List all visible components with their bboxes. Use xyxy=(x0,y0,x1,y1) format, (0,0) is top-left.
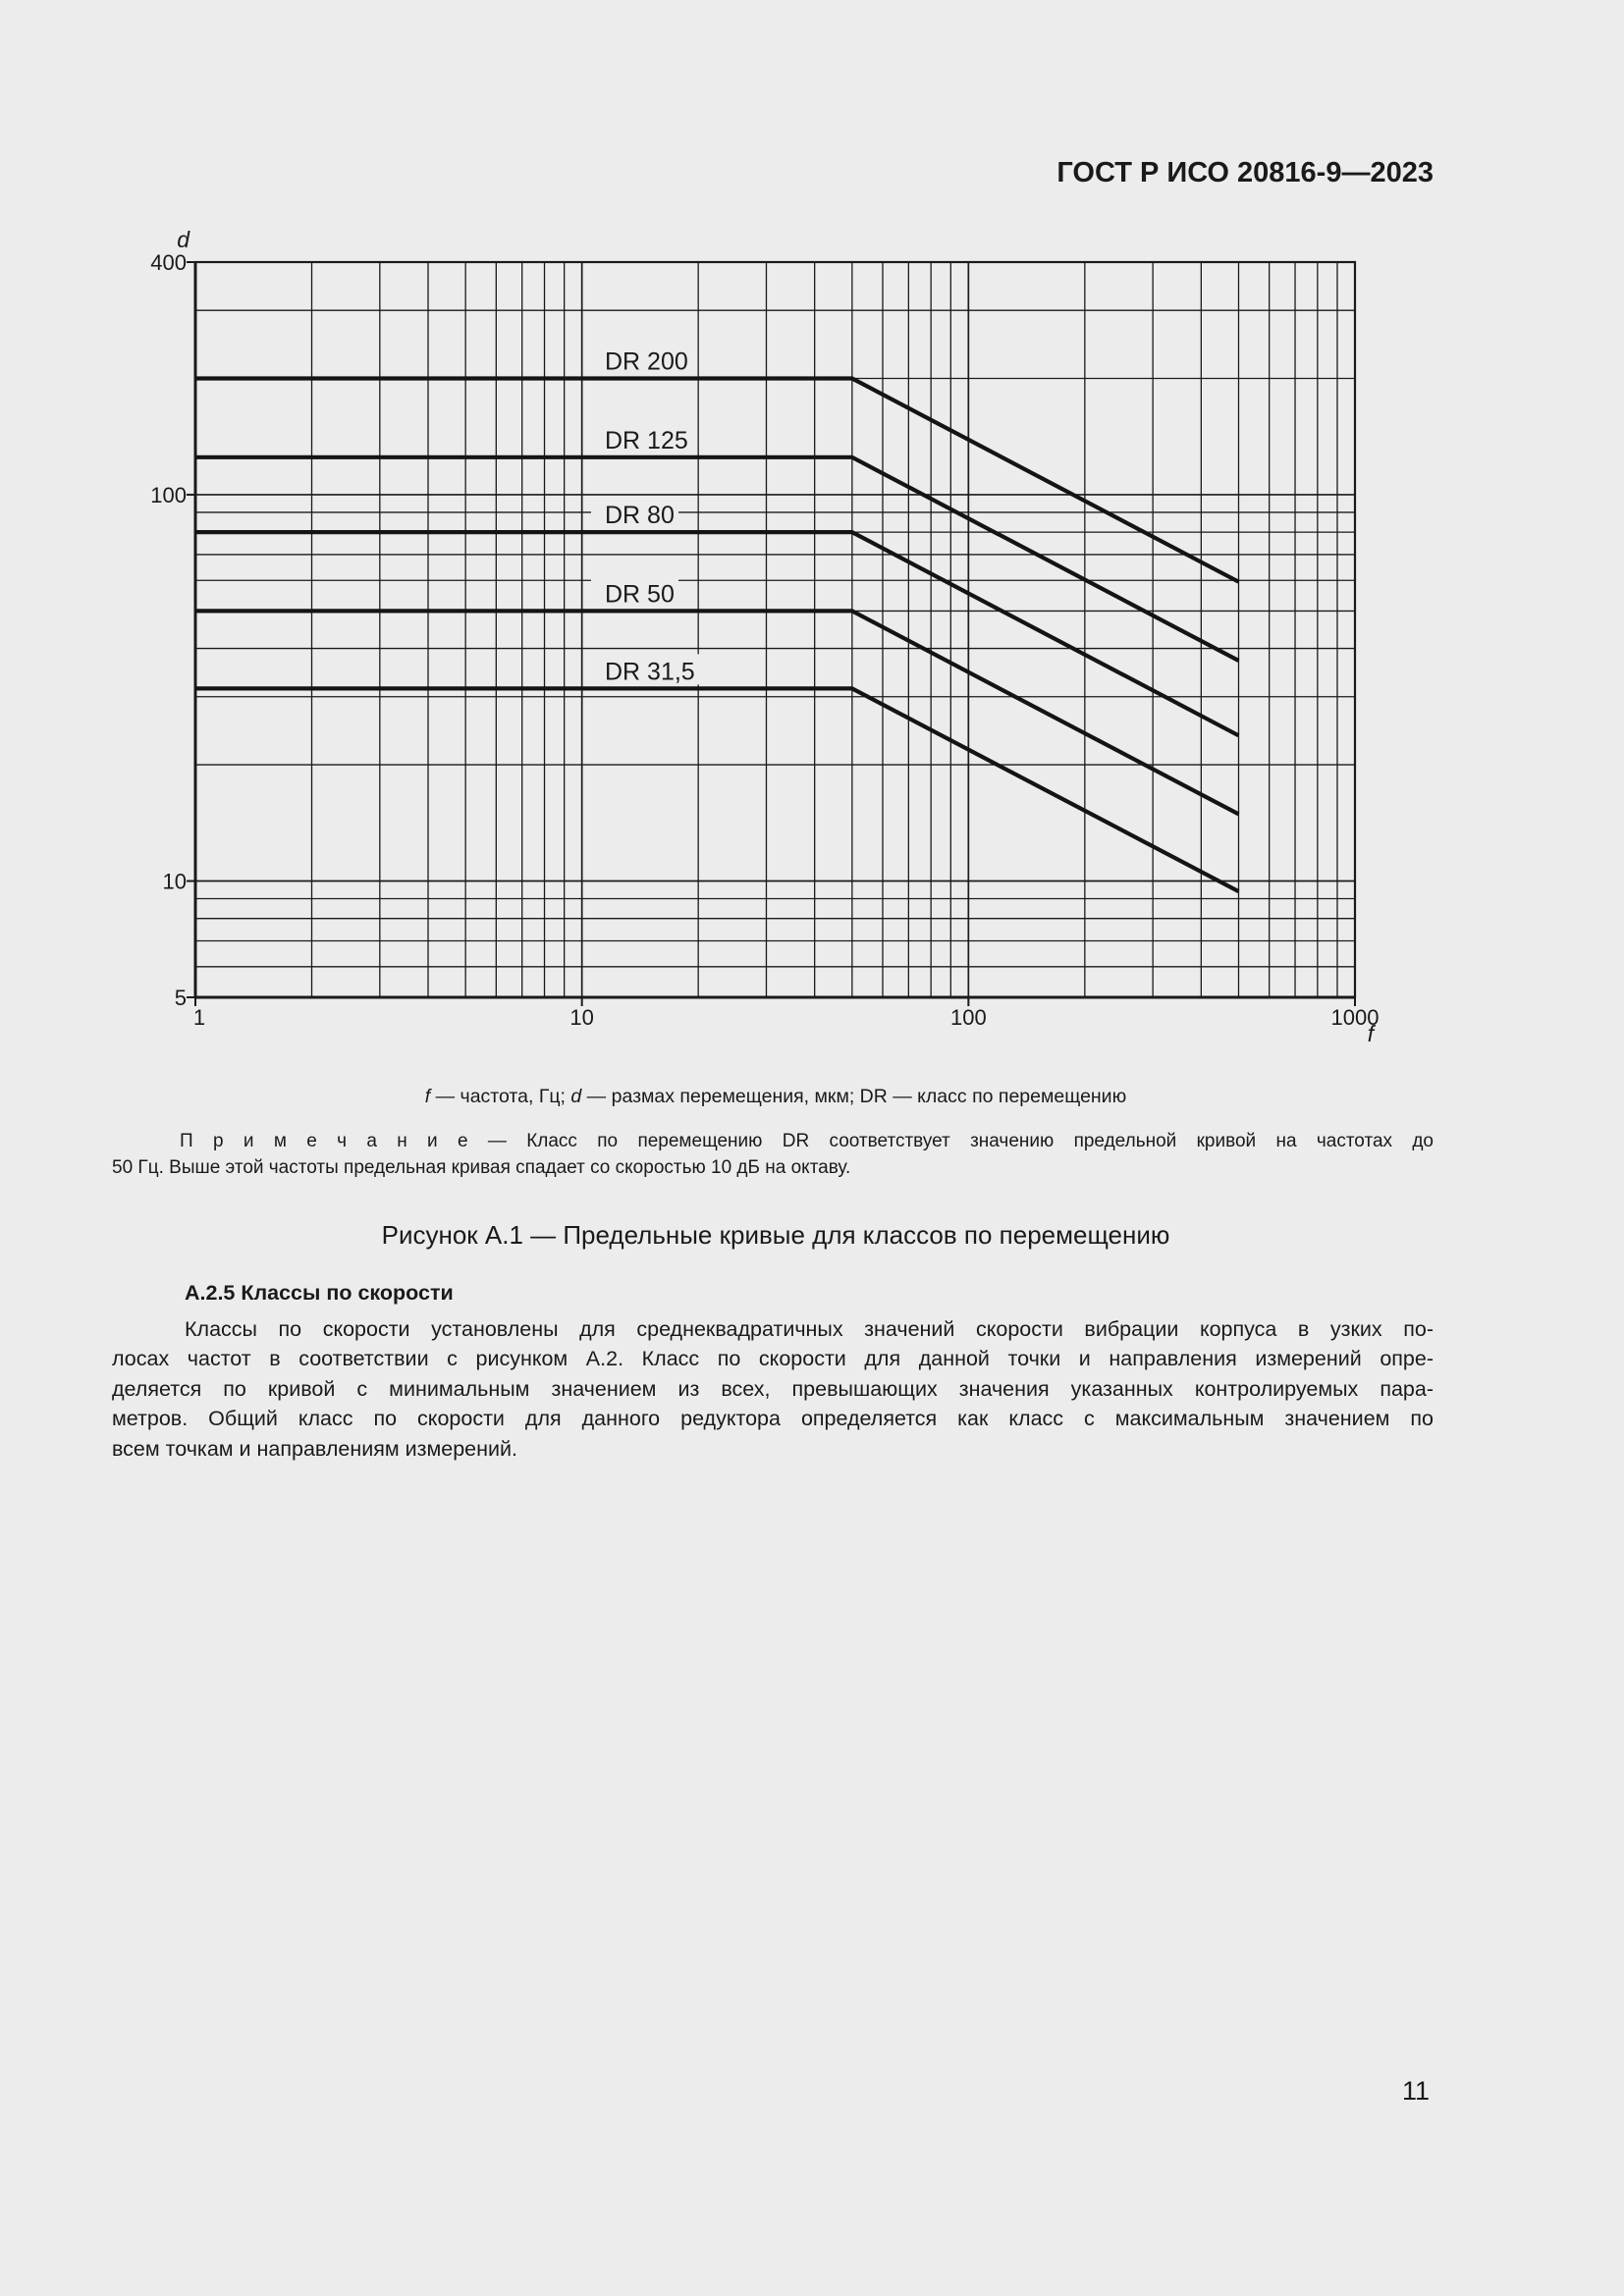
y-tick-label: 5 xyxy=(175,986,187,1010)
curve-dr-200 xyxy=(195,376,1240,584)
section-heading: А.2.5 Классы по скорости xyxy=(185,1281,454,1305)
y-axis-title: d xyxy=(177,227,190,252)
caption-text: — частота, Гц; xyxy=(430,1086,571,1107)
text-line: П р и м е ч а н и е — Класс по перемещен… xyxy=(180,1131,1434,1151)
limit-curves xyxy=(195,376,1240,893)
curve-label-box xyxy=(591,654,706,685)
text-line: деляется по кривой с минимальным значени… xyxy=(112,1376,1434,1401)
x-axis-title: f xyxy=(1368,1021,1377,1046)
caption-text: — размах перемещения, мкм; DR — класс по… xyxy=(581,1086,1127,1107)
curve-labels: DR 200 DR 125 DR 80 DR 50 DR 31,5 xyxy=(591,344,706,685)
note-block: П р и м е ч а н и е — Класс по перемещен… xyxy=(112,1129,1434,1181)
x-tick-label: 100 xyxy=(950,1005,987,1030)
text-line: лосах частот в соответствии с рисунком А… xyxy=(112,1347,1434,1371)
document-header: ГОСТ Р ИСО 20816-9—2023 xyxy=(1056,157,1434,188)
curve-label: DR 50 xyxy=(605,580,675,608)
x-tick-label: 10 xyxy=(569,1005,593,1030)
y-tick-label: 10 xyxy=(163,870,187,894)
variable-symbol: d xyxy=(570,1086,582,1107)
text-line: метров. Общий класс по скорости для данн… xyxy=(112,1407,1434,1431)
curve-label-box xyxy=(591,422,692,454)
curve-dr-80 xyxy=(195,529,1240,738)
axis-caption: f — частота, Гц; d — размах перемещения,… xyxy=(118,1084,1434,1109)
curve-label: DR 31,5 xyxy=(605,658,695,685)
plot-border xyxy=(193,260,1357,999)
section-paragraph: Классы по скорости установлены для средн… xyxy=(112,1314,1434,1464)
curve-label-box xyxy=(591,344,692,375)
text-line: всем точкам и направлениям измерений. xyxy=(112,1436,517,1461)
y-tick-label: 400 xyxy=(150,250,187,275)
axis-labels: 400 100 10 51 10 100 1000 d f xyxy=(150,227,1379,1046)
page-number: 11 xyxy=(1402,2076,1431,2106)
text-line: 50 Гц. Выше этой частоты предельная крив… xyxy=(112,1156,851,1178)
variable-symbol: f xyxy=(424,1086,431,1107)
curve-dr-50 xyxy=(195,609,1240,817)
text-line: Классы по скорости установлены для средн… xyxy=(185,1317,1434,1341)
curve-dr-31-5 xyxy=(195,686,1240,893)
curve-label-box xyxy=(591,498,678,529)
curve-label: DR 200 xyxy=(605,347,688,375)
grid xyxy=(195,262,1355,997)
curve-label: DR 80 xyxy=(605,502,675,529)
y-tick-label: 100 xyxy=(150,483,187,507)
curve-label-box xyxy=(591,576,678,608)
figure-caption: Рисунок А.1 — Предельные кривые для клас… xyxy=(381,1220,1170,1250)
x-tick-label: 1 xyxy=(193,1005,205,1030)
curve-dr-125 xyxy=(195,454,1240,663)
x-tick-label: 1000 xyxy=(1331,1005,1380,1030)
curve-label: DR 125 xyxy=(605,427,688,454)
